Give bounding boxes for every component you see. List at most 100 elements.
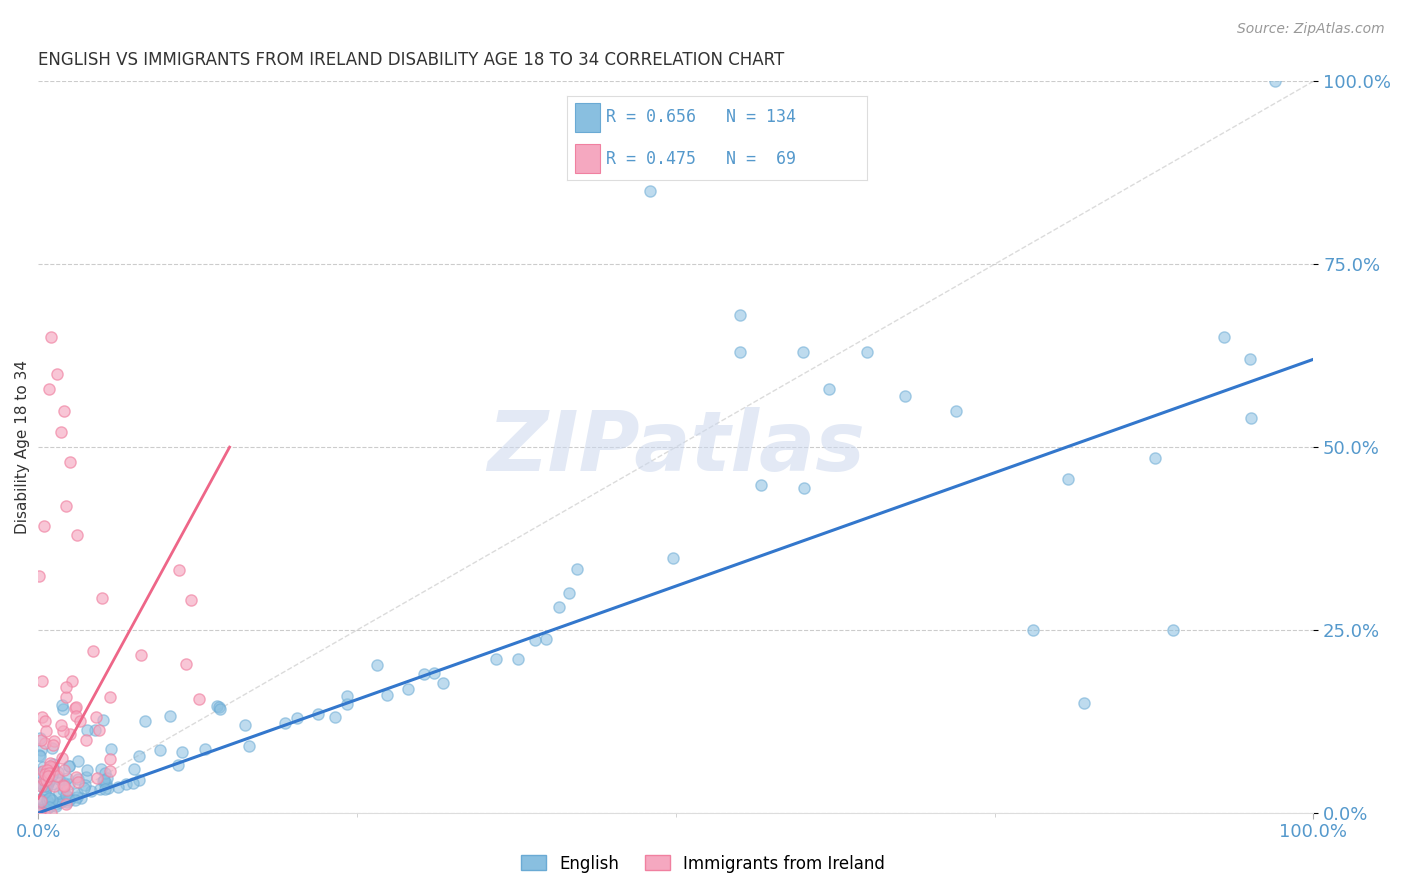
Point (174, 657, 197, 671)
Point (121, 776, 143, 790)
Point (38, 382, 60, 396)
Point (53, 779, 76, 793)
Point (59, 727, 82, 741)
Point (793, 482, 815, 496)
Point (28, 569, 51, 583)
Point (167, 564, 190, 578)
Point (41, 793, 63, 807)
Point (39, 330, 62, 344)
Point (58, 793, 80, 807)
Point (728, 309, 751, 323)
Point (336, 689, 359, 703)
Point (94, 765, 117, 780)
Point (32, 764, 55, 778)
Point (59, 791, 82, 805)
Point (1239, 352, 1261, 367)
Point (524, 633, 547, 648)
Point (792, 345, 814, 359)
Point (39, 791, 62, 805)
Point (55, 795, 77, 809)
Point (187, 692, 209, 706)
Point (115, 777, 138, 791)
Point (27, 802, 49, 816)
Point (1264, 74, 1286, 88)
Point (65, 770, 87, 784)
Point (159, 709, 181, 723)
Point (30, 764, 52, 779)
Point (209, 702, 232, 716)
Point (58, 790, 80, 805)
Point (170, 745, 193, 759)
Point (55, 690, 77, 704)
Point (51, 718, 73, 732)
Point (49, 796, 72, 810)
Point (94, 776, 117, 790)
Y-axis label: Disability Age 18 to 34: Disability Age 18 to 34 (15, 360, 30, 534)
Point (167, 758, 190, 772)
Point (66, 789, 89, 804)
Point (37, 769, 59, 783)
Point (307, 706, 329, 721)
Point (35, 779, 58, 793)
Point (41, 776, 63, 790)
Point (66, 754, 89, 768)
Point (31, 792, 53, 806)
Point (34, 714, 56, 728)
Point (534, 632, 557, 646)
Point (107, 780, 129, 794)
Point (856, 345, 879, 359)
Text: ZIPatlas: ZIPatlas (486, 407, 865, 488)
Point (273, 716, 295, 731)
Point (98, 690, 121, 705)
Point (180, 593, 202, 607)
Point (89, 781, 111, 796)
Point (28, 747, 51, 762)
Point (128, 749, 150, 764)
Point (31, 767, 53, 781)
Point (91, 713, 114, 727)
Point (129, 648, 152, 663)
Point (37, 763, 59, 777)
Point (945, 403, 967, 417)
Point (32, 798, 55, 813)
Point (75, 732, 97, 747)
Point (32, 805, 55, 820)
Point (749, 478, 772, 492)
Text: Source: ZipAtlas.com: Source: ZipAtlas.com (1237, 22, 1385, 37)
Point (27, 800, 49, 814)
Point (28, 731, 51, 746)
Point (31, 759, 53, 773)
Point (396, 681, 419, 696)
Point (58, 758, 80, 772)
Point (44, 733, 66, 747)
Point (485, 651, 508, 665)
Point (728, 345, 751, 359)
Point (1143, 451, 1166, 466)
Point (567, 562, 589, 576)
Point (423, 665, 446, 680)
Point (56, 782, 79, 797)
Point (34, 736, 56, 750)
Point (323, 710, 346, 724)
Point (1161, 623, 1184, 637)
Point (60, 673, 83, 688)
Point (45, 797, 67, 811)
Point (100, 741, 122, 756)
Point (38, 773, 60, 788)
Point (30, 748, 52, 763)
Point (38, 796, 60, 810)
Point (46, 367, 69, 381)
Point (75, 778, 97, 792)
Point (817, 382, 839, 396)
Point (48, 786, 70, 800)
Point (432, 676, 454, 690)
Point (66, 772, 89, 786)
Point (41, 757, 63, 772)
Point (58, 777, 80, 791)
Point (547, 600, 569, 615)
Point (51, 750, 73, 764)
Point (30, 794, 52, 808)
Point (52, 792, 75, 806)
Point (31, 709, 53, 723)
Point (1022, 623, 1045, 637)
